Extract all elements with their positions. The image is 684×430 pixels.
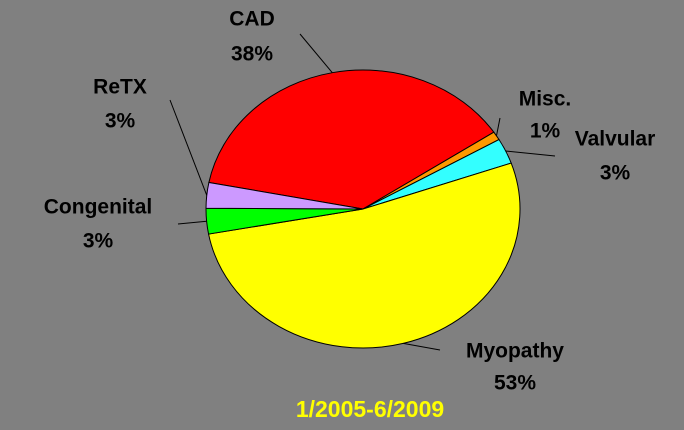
leader-line	[403, 342, 441, 351]
slice-label: Misc.	[519, 88, 572, 111]
slice-value: 3%	[83, 230, 114, 253]
slice-label: Valvular	[575, 128, 656, 151]
pie-slice	[208, 69, 495, 210]
slice-value: 1%	[530, 120, 561, 143]
slice-label: Congenital	[44, 196, 153, 219]
slice-value: 3%	[105, 110, 136, 133]
slice-value: 3%	[600, 162, 631, 185]
chart-title: 1/2005-6/2009	[296, 396, 444, 422]
slice-label: CAD	[229, 8, 275, 31]
leader-line	[299, 33, 333, 74]
leader-line	[495, 117, 501, 136]
pie-slice	[205, 181, 364, 210]
pie-slice	[207, 162, 521, 349]
leader-line	[505, 150, 556, 157]
slice-value: 53%	[494, 372, 536, 395]
slice-value: 38%	[231, 43, 273, 66]
slice-label: Myopathy	[466, 340, 564, 363]
leader-line	[169, 99, 208, 196]
slice-label: ReTX	[93, 76, 147, 99]
leader-line	[177, 220, 207, 225]
